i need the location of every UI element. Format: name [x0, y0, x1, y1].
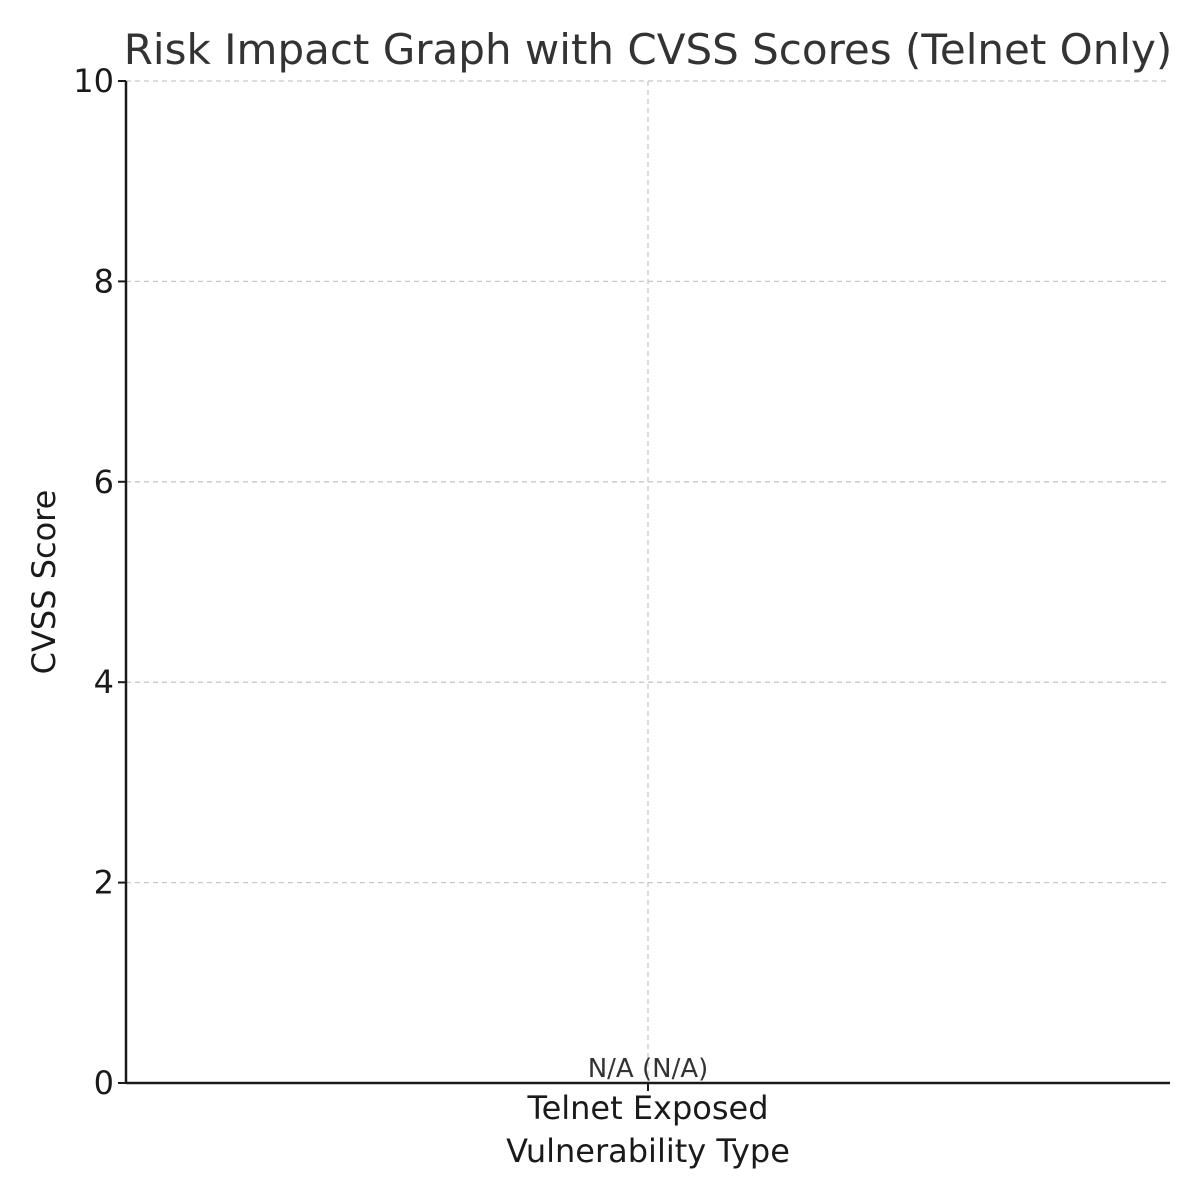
y-tick-label: 10 [73, 62, 114, 100]
y-tick-label: 0 [94, 1064, 114, 1102]
axes-layer [124, 81, 1170, 1085]
y-tick-label: 4 [94, 663, 114, 701]
x-ticks: Telnet Exposed [526, 1083, 769, 1127]
bar-data-label: N/A (N/A) [588, 1054, 709, 1084]
x-axis-label: Vulnerability Type [506, 1132, 790, 1170]
y-tick-label: 6 [94, 463, 114, 501]
y-tick-label: 2 [94, 864, 114, 902]
grid-layer [126, 80, 1170, 1083]
x-tick-label: Telnet Exposed [526, 1089, 768, 1127]
data-labels: N/A (N/A) [588, 1054, 709, 1084]
chart-title: Risk Impact Graph with CVSS Scores (Teln… [124, 25, 1173, 74]
y-axis-label: CVSS Score [25, 490, 63, 675]
y-tick-label: 8 [94, 262, 114, 300]
y-ticks: 0 2 4 6 8 10 [73, 62, 126, 1102]
